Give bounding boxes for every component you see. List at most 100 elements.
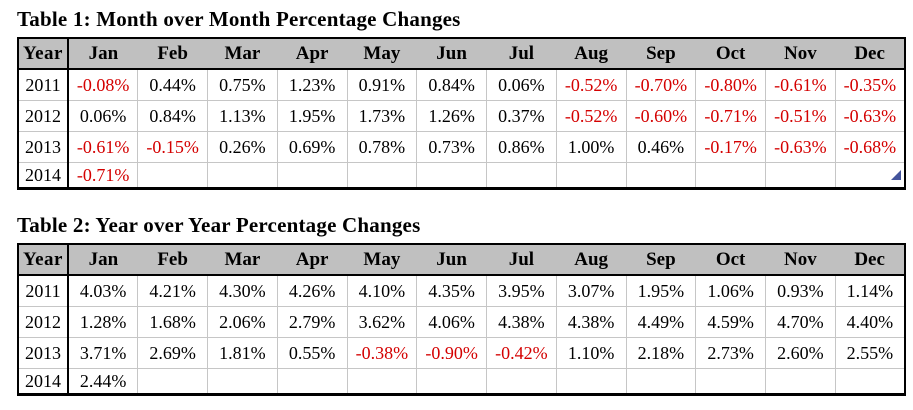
data-cell [276, 368, 348, 395]
data-cell: -0.61% [67, 131, 139, 163]
header-row: Year Jan Feb Mar Apr May Jun Jul Aug Sep Oct Nov Dec [18, 38, 905, 70]
month-column-header: Apr [277, 38, 347, 70]
month-column-header: Aug [556, 38, 626, 70]
month-column-header: Sep [626, 244, 696, 276]
data-cell [207, 368, 278, 395]
data-cell: 3.07% [555, 274, 627, 307]
data-cell: 4.26% [276, 274, 348, 307]
data-cell: 0.37% [486, 100, 557, 132]
data-cell: -0.52% [555, 68, 627, 101]
month-column-header: Dec [835, 38, 905, 70]
month-column-header: Nov [765, 38, 836, 70]
data-cell: 1.00% [555, 131, 627, 163]
month-column-header: Aug [556, 244, 626, 276]
data-cell: 4.10% [346, 274, 418, 307]
data-cell: -0.80% [695, 68, 766, 101]
data-cell: 0.84% [137, 100, 208, 132]
data-cell: 0.78% [346, 131, 418, 163]
data-cell: 1.26% [416, 100, 487, 132]
data-cell [346, 368, 418, 395]
year-cell: 2012 [17, 306, 69, 338]
data-cell [765, 368, 836, 395]
data-cell: 0.93% [765, 274, 836, 307]
month-column-header: May [347, 244, 417, 276]
data-cell: 0.46% [625, 131, 697, 163]
data-cell: -0.63% [765, 131, 836, 163]
table-row: 2014 2.44% [17, 368, 906, 395]
data-cell: 0.44% [137, 68, 208, 101]
data-cell: 2.69% [137, 337, 208, 369]
data-cell [765, 162, 836, 189]
data-cell: 2.73% [695, 337, 766, 369]
data-cell: 0.84% [416, 68, 487, 101]
table-row: 2013 3.71% 2.69% 1.81% 0.55% -0.38% -0.90% -0.4… [17, 337, 906, 369]
data-cell: 4.21% [137, 274, 208, 307]
data-cell [695, 368, 766, 395]
month-column-header: May [347, 38, 417, 70]
data-cell: 0.75% [207, 68, 278, 101]
month-column-header: Jun [416, 38, 487, 70]
data-cell: 0.86% [486, 131, 557, 163]
month-column-header: Oct [695, 38, 766, 70]
data-cell: 2.79% [276, 306, 348, 338]
data-cell [416, 368, 487, 395]
data-cell: 0.69% [276, 131, 348, 163]
data-cell [625, 162, 697, 189]
data-cell: -0.60% [625, 100, 697, 132]
year-cell: 2011 [17, 68, 69, 101]
month-column-header: Oct [695, 244, 766, 276]
data-cell: 0.91% [346, 68, 418, 101]
month-column-header: Jun [416, 244, 487, 276]
data-cell [416, 162, 487, 189]
data-cell: 1.68% [137, 306, 208, 338]
data-cell [555, 368, 627, 395]
data-cell: -0.42% [486, 337, 557, 369]
data-cell: 1.81% [207, 337, 278, 369]
data-cell: 1.95% [276, 100, 348, 132]
table-1-section: Table 1: Month over Month Percentage Cha… [17, 7, 913, 190]
data-cell: 1.73% [346, 100, 418, 132]
data-cell: -0.51% [765, 100, 836, 132]
year-cell: 2014 [17, 162, 69, 189]
data-cell: 0.26% [207, 131, 278, 163]
data-cell [137, 368, 208, 395]
month-column-header: Mar [207, 244, 278, 276]
year-cell: 2014 [17, 368, 69, 395]
data-cell: 0.06% [67, 100, 139, 132]
table-2-title: Table 2: Year over Year Percentage Chang… [17, 213, 421, 237]
table-2-year-over-year: Year Jan Feb Mar Apr May Jun Jul Aug Sep Oct Nov Dec… [17, 243, 906, 396]
table-row: 2014 -0.71% [17, 162, 906, 189]
data-cell: 0.06% [486, 68, 557, 101]
year-cell: 2012 [17, 100, 69, 132]
data-cell: -0.17% [695, 131, 766, 163]
data-cell: -0.52% [555, 100, 627, 132]
table-row: 2012 1.28% 1.68% 2.06% 2.79% 3.62% 4.06% 4.38% 4… [17, 306, 906, 338]
data-cell [346, 162, 418, 189]
data-cell: 3.62% [346, 306, 418, 338]
month-column-header: Dec [835, 244, 905, 276]
data-cell: 1.95% [625, 274, 697, 307]
month-column-header: Mar [207, 38, 278, 70]
year-column-header: Year [18, 38, 69, 70]
data-cell: -0.35% [834, 68, 906, 101]
header-row: Year Jan Feb Mar Apr May Jun Jul Aug Sep Oct Nov Dec [18, 244, 905, 276]
data-cell: -0.15% [137, 131, 208, 163]
month-column-header: Apr [277, 244, 347, 276]
data-cell: 2.44% [67, 368, 139, 395]
data-cell: 2.06% [207, 306, 278, 338]
data-cell: 4.38% [555, 306, 627, 338]
data-cell [555, 162, 627, 189]
data-cell: 1.14% [834, 274, 906, 307]
data-cell [834, 368, 906, 395]
data-cell: -0.63% [834, 100, 906, 132]
month-column-header: Jul [486, 244, 557, 276]
month-column-header: Jan [68, 244, 138, 276]
table-row: 2013 -0.61% -0.15% 0.26% 0.69% 0.78% 0.73% 0.86… [17, 131, 906, 163]
table-row: 2011 4.03% 4.21% 4.30% 4.26% 4.10% 4.35% 3.95% 3… [17, 274, 906, 307]
year-cell: 2011 [17, 274, 69, 307]
table-2-section: Table 2: Year over Year Percentage Chang… [17, 213, 913, 396]
data-cell: 2.55% [834, 337, 906, 369]
data-cell [695, 162, 766, 189]
month-column-header: Jul [486, 38, 557, 70]
